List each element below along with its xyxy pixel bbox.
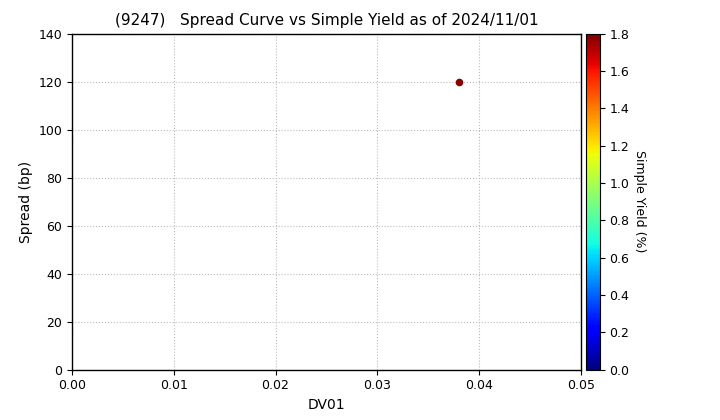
X-axis label: DV01: DV01 xyxy=(307,398,345,412)
Y-axis label: Spread (bp): Spread (bp) xyxy=(19,160,33,243)
Y-axis label: Simple Yield (%): Simple Yield (%) xyxy=(633,150,646,253)
Point xyxy=(453,78,464,85)
Title: (9247)   Spread Curve vs Simple Yield as of 2024/11/01: (9247) Spread Curve vs Simple Yield as o… xyxy=(114,13,539,28)
